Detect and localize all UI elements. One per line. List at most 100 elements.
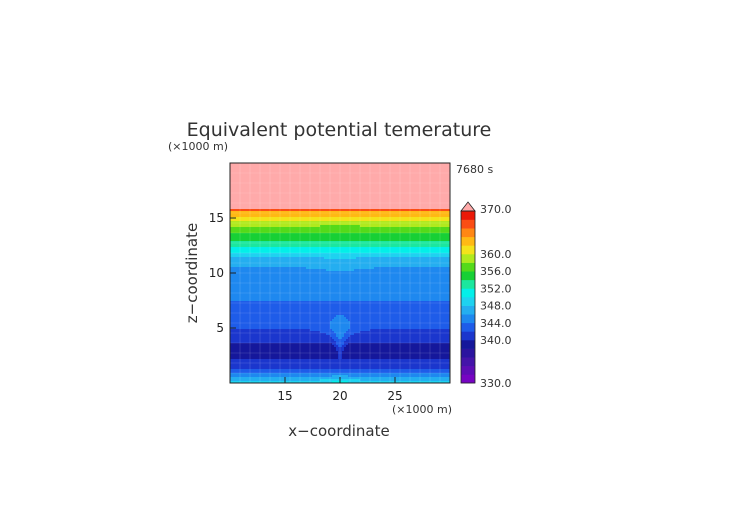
- heatmap-cell: [426, 169, 429, 172]
- heatmap-cell: [302, 229, 305, 232]
- heatmap-cell: [410, 229, 413, 232]
- heatmap-cell: [396, 209, 399, 212]
- heatmap-cell: [258, 253, 261, 256]
- heatmap-cell: [382, 229, 385, 232]
- heatmap-cell: [338, 201, 341, 204]
- heatmap-cell: [434, 225, 437, 228]
- heatmap-cell: [422, 197, 425, 200]
- heatmap-cell: [244, 203, 247, 206]
- heatmap-cell: [352, 211, 355, 214]
- heatmap-cell: [276, 163, 279, 166]
- heatmap-cell: [332, 173, 335, 176]
- heatmap-cell: [386, 165, 389, 168]
- heatmap-cell: [290, 217, 293, 220]
- heatmap-cell: [276, 203, 279, 206]
- heatmap-cell: [382, 167, 385, 170]
- heatmap-cell: [342, 221, 345, 224]
- heatmap-cell: [328, 213, 331, 216]
- heatmap-cell: [232, 197, 235, 200]
- heatmap-cell: [360, 175, 363, 178]
- heatmap-cell: [446, 169, 449, 172]
- heatmap-cell: [238, 163, 241, 166]
- heatmap-cell: [444, 219, 447, 222]
- heatmap-cell: [266, 245, 269, 248]
- heatmap-cell: [378, 251, 381, 254]
- heatmap-cell: [394, 197, 397, 200]
- heatmap-cell: [384, 167, 387, 170]
- heatmap-cell: [306, 201, 309, 204]
- heatmap-cell: [330, 209, 333, 212]
- heatmap-cell: [300, 197, 303, 200]
- heatmap-cell: [232, 179, 235, 182]
- heatmap-cell: [262, 183, 265, 186]
- heatmap-cell: [350, 241, 353, 244]
- heatmap-cell: [316, 185, 319, 188]
- heatmap-cell: [266, 243, 269, 246]
- heatmap-cell: [262, 227, 265, 230]
- heatmap-cell: [232, 231, 235, 234]
- heatmap-cell: [314, 163, 317, 166]
- heatmap-cell: [406, 251, 409, 254]
- heatmap-cell: [416, 189, 419, 192]
- heatmap-cell: [448, 185, 451, 188]
- heatmap-cell: [402, 197, 405, 200]
- heatmap-cell: [266, 253, 269, 256]
- heatmap-cell: [332, 177, 335, 180]
- heatmap-cell: [336, 203, 339, 206]
- heatmap-cell: [356, 249, 359, 252]
- heatmap-cell: [372, 245, 375, 248]
- heatmap-cell: [240, 183, 243, 186]
- heatmap-cell: [380, 247, 383, 250]
- heatmap-cell: [250, 189, 253, 192]
- heatmap-cell: [278, 199, 281, 202]
- heatmap-cell: [230, 183, 233, 186]
- heatmap-cell: [396, 199, 399, 202]
- heatmap-cell: [348, 247, 351, 250]
- heatmap-cell: [444, 209, 447, 212]
- heatmap-cell: [304, 163, 307, 166]
- heatmap-cell: [236, 209, 239, 212]
- heatmap-cell: [232, 187, 235, 190]
- heatmap-cell: [404, 177, 407, 180]
- heatmap-cell: [336, 179, 339, 182]
- heatmap-cell: [348, 201, 351, 204]
- heatmap-cell: [326, 177, 329, 180]
- heatmap-cell: [380, 195, 383, 198]
- heatmap-cell: [256, 239, 259, 242]
- heatmap-cell: [240, 235, 243, 238]
- heatmap-cell: [286, 175, 289, 178]
- heatmap-cell: [334, 171, 337, 174]
- heatmap-cell: [254, 185, 257, 188]
- heatmap-cell: [366, 219, 369, 222]
- heatmap-cell: [348, 183, 351, 186]
- heatmap-cell: [320, 231, 323, 234]
- heatmap-cell: [364, 249, 367, 252]
- heatmap-cell: [340, 209, 343, 212]
- heatmap-cell: [270, 213, 273, 216]
- heatmap-cell: [300, 187, 303, 190]
- heatmap-cell: [390, 243, 393, 246]
- heatmap-cell: [334, 231, 337, 234]
- heatmap-cell: [272, 251, 275, 254]
- heatmap-cell: [256, 189, 259, 192]
- heatmap-cell: [296, 247, 299, 250]
- heatmap-cell: [366, 171, 369, 174]
- heatmap-cell: [266, 229, 269, 232]
- heatmap-cell: [338, 249, 341, 252]
- heatmap-cell: [276, 189, 279, 192]
- heatmap-cell: [420, 197, 423, 200]
- heatmap-cell: [398, 165, 401, 168]
- heatmap-cell: [274, 183, 277, 186]
- heatmap-cell: [420, 231, 423, 234]
- heatmap-cell: [324, 203, 327, 206]
- heatmap-cell: [276, 167, 279, 170]
- heatmap-cell: [358, 189, 361, 192]
- heatmap-cell: [372, 173, 375, 176]
- heatmap-cell: [270, 197, 273, 200]
- heatmap-cell: [252, 219, 255, 222]
- heatmap-cell: [328, 223, 331, 226]
- heatmap-cell: [284, 237, 287, 240]
- heatmap-cell: [322, 223, 325, 226]
- heatmap-cell: [404, 227, 407, 230]
- heatmap-cell: [254, 195, 257, 198]
